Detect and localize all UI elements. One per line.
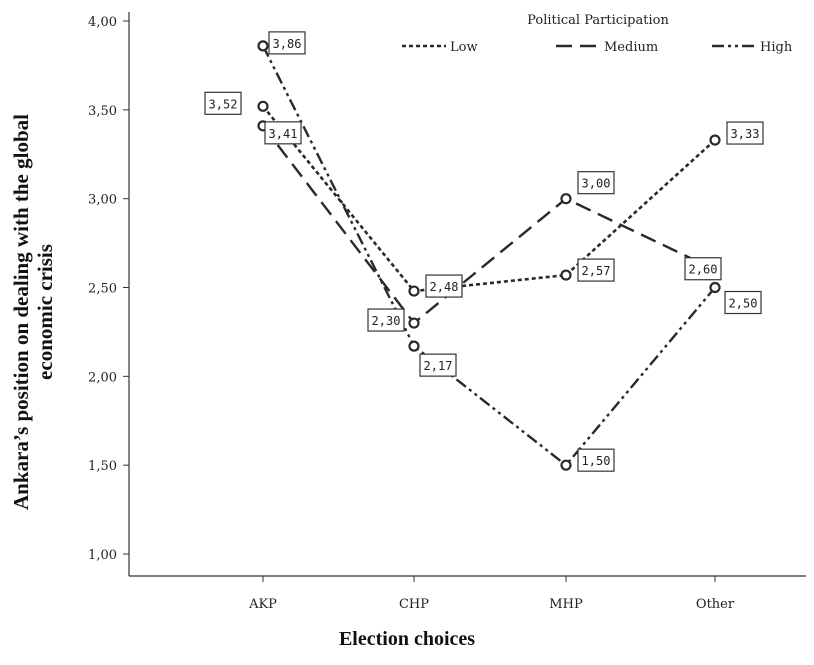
data-point-high <box>709 281 721 294</box>
data-label-low: 3,52 <box>204 91 242 115</box>
data-label-box <box>577 171 615 195</box>
data-label-box <box>367 308 405 332</box>
data-label-box <box>425 274 463 298</box>
data-label-text: 1,50 <box>582 454 611 468</box>
data-label-text: 2,30 <box>372 314 401 328</box>
data-label-text: 3,00 <box>582 177 611 191</box>
legend: Political Participation Low Medium High <box>402 13 793 55</box>
y-axis-title-line-2: economic crisis <box>33 244 57 380</box>
y-tick-label: 3,50 <box>88 104 117 119</box>
data-label-text: 3,52 <box>209 97 238 111</box>
data-label-text: 2,17 <box>424 359 453 373</box>
data-label-medium: 3,41 <box>264 121 302 145</box>
x-tick-label: CHP <box>399 597 429 612</box>
data-point-low <box>560 269 572 281</box>
data-label-high: 1,50 <box>577 448 615 472</box>
series-line-high <box>261 45 716 467</box>
x-tick-label: AKP <box>248 597 277 612</box>
data-label-box <box>264 121 302 145</box>
data-label-box <box>268 31 306 55</box>
data-label-box <box>726 121 764 145</box>
data-point-medium <box>408 317 420 329</box>
legend-label-low: Low <box>450 40 478 55</box>
series-line-low <box>261 105 716 293</box>
data-label-box <box>577 448 615 472</box>
data-label-high: 2,50 <box>724 290 762 315</box>
data-label-box <box>419 353 457 377</box>
data-point-low <box>257 100 269 112</box>
x-axis-title: Election choices <box>338 628 476 650</box>
data-label-text: 2,48 <box>430 280 459 294</box>
data-point-low <box>408 285 420 297</box>
data-point-low <box>709 134 721 146</box>
y-tick-label: 2,50 <box>88 282 117 297</box>
data-label-text: 3,86 <box>273 37 302 51</box>
y-tick-label: 2,00 <box>88 370 117 385</box>
y-tick-label: 1,50 <box>88 459 117 474</box>
data-label-low: 2,57 <box>577 258 615 282</box>
series-line-medium <box>262 125 716 325</box>
x-tick-label: MHP <box>549 597 583 612</box>
data-label-low: 3,33 <box>726 121 764 145</box>
x-tick-label: Other <box>696 597 735 612</box>
data-label-text: 2,57 <box>582 264 611 278</box>
data-label-text: 2,50 <box>729 297 758 311</box>
legend-label-medium: Medium <box>604 40 658 55</box>
data-label-medium: 2,60 <box>684 257 722 281</box>
y-tick-label: 3,00 <box>88 193 117 208</box>
y-axis-title-line-1: Ankara’s position on dealing with the gl… <box>9 114 33 510</box>
y-tick-label: 1,00 <box>88 548 117 563</box>
data-label-high: 3,86 <box>268 31 306 55</box>
data-label-medium: 3,00 <box>577 171 615 195</box>
data-point-high <box>408 340 420 352</box>
data-label-high: 2,17 <box>419 353 457 377</box>
data-point-high <box>560 459 572 471</box>
data-label-box <box>577 258 615 282</box>
y-tick-label: 4,00 <box>88 15 117 30</box>
data-label-text: 3,33 <box>731 127 760 141</box>
data-label-box <box>684 257 722 281</box>
data-label-box <box>204 91 242 115</box>
legend-title: Political Participation <box>527 13 669 28</box>
data-label-low: 2,48 <box>425 274 463 298</box>
legend-label-high: High <box>760 40 793 55</box>
data-label-text: 2,60 <box>689 263 718 277</box>
data-point-high <box>257 40 269 52</box>
data-label-medium: 2,30 <box>367 308 405 332</box>
data-point-medium <box>560 193 572 205</box>
data-label-text: 3,41 <box>269 127 298 141</box>
data-label-box <box>724 290 762 315</box>
